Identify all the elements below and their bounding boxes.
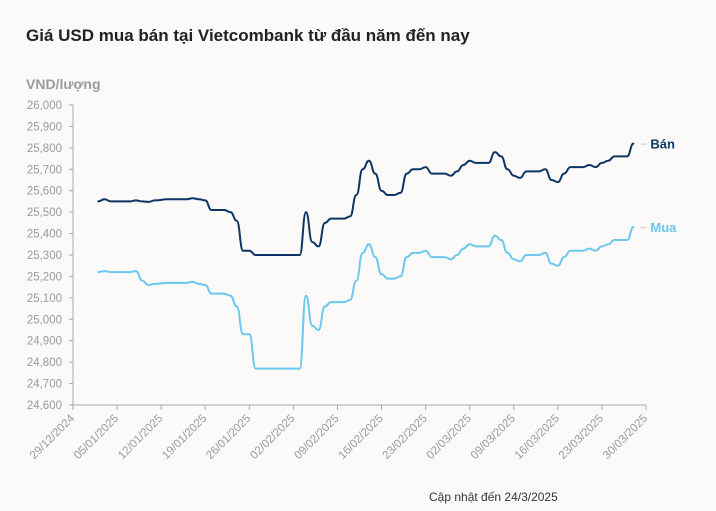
x-tick-label: 02/02/2025 (248, 413, 297, 462)
y-tick-label: 24,800 (27, 357, 62, 369)
y-tick-label: 25,700 (27, 164, 62, 176)
series-line-mua (97, 226, 635, 370)
series-end-label-mua: Mua (650, 220, 677, 235)
y-tick-label: 25,300 (27, 250, 62, 262)
y-tick-label: 25,000 (27, 314, 62, 326)
y-tick-label: 25,400 (27, 229, 62, 241)
x-tick-label: 29/12/2024 (28, 412, 78, 462)
y-tick-label: 25,800 (27, 143, 62, 155)
series-line-ban (97, 142, 635, 256)
y-tick-label: 24,900 (27, 336, 62, 348)
x-tick-label: 19/01/2025 (160, 413, 209, 462)
y-tick-label: 24,600 (27, 400, 62, 412)
y-tick-label: 25,100 (27, 293, 62, 305)
update-note: Cập nhật đến 24/3/2025 (429, 490, 558, 504)
y-tick-label: 25,200 (27, 271, 62, 283)
y-tick-label: 26,000 (27, 100, 62, 112)
x-tick-label: 26/01/2025 (204, 413, 253, 462)
x-tick-label: 09/02/2025 (292, 413, 341, 462)
y-tick-label: 25,600 (27, 186, 62, 198)
y-tick-label: 25,500 (27, 207, 62, 219)
x-tick-label: 16/02/2025 (336, 413, 385, 462)
x-tick-label: 05/01/2025 (72, 413, 121, 462)
x-tick-label: 23/03/2025 (557, 413, 606, 462)
x-tick-label: 02/03/2025 (425, 413, 474, 462)
x-tick-label: 12/01/2025 (116, 413, 165, 462)
series-end-label-ban: Bán (650, 137, 675, 152)
x-tick-label: 09/03/2025 (469, 413, 518, 462)
x-tick-label: 23/02/2025 (381, 413, 430, 462)
x-tick-label: 16/03/2025 (513, 413, 562, 462)
y-tick-label: 25,900 (27, 121, 62, 133)
y-axis-unit-label: VND/lượng (26, 76, 101, 92)
y-tick-label: 24,700 (27, 379, 62, 391)
x-tick-label: 30/03/2025 (601, 413, 650, 462)
chart-title: Giá USD mua bán tại Vietcombank từ đầu n… (26, 26, 470, 45)
